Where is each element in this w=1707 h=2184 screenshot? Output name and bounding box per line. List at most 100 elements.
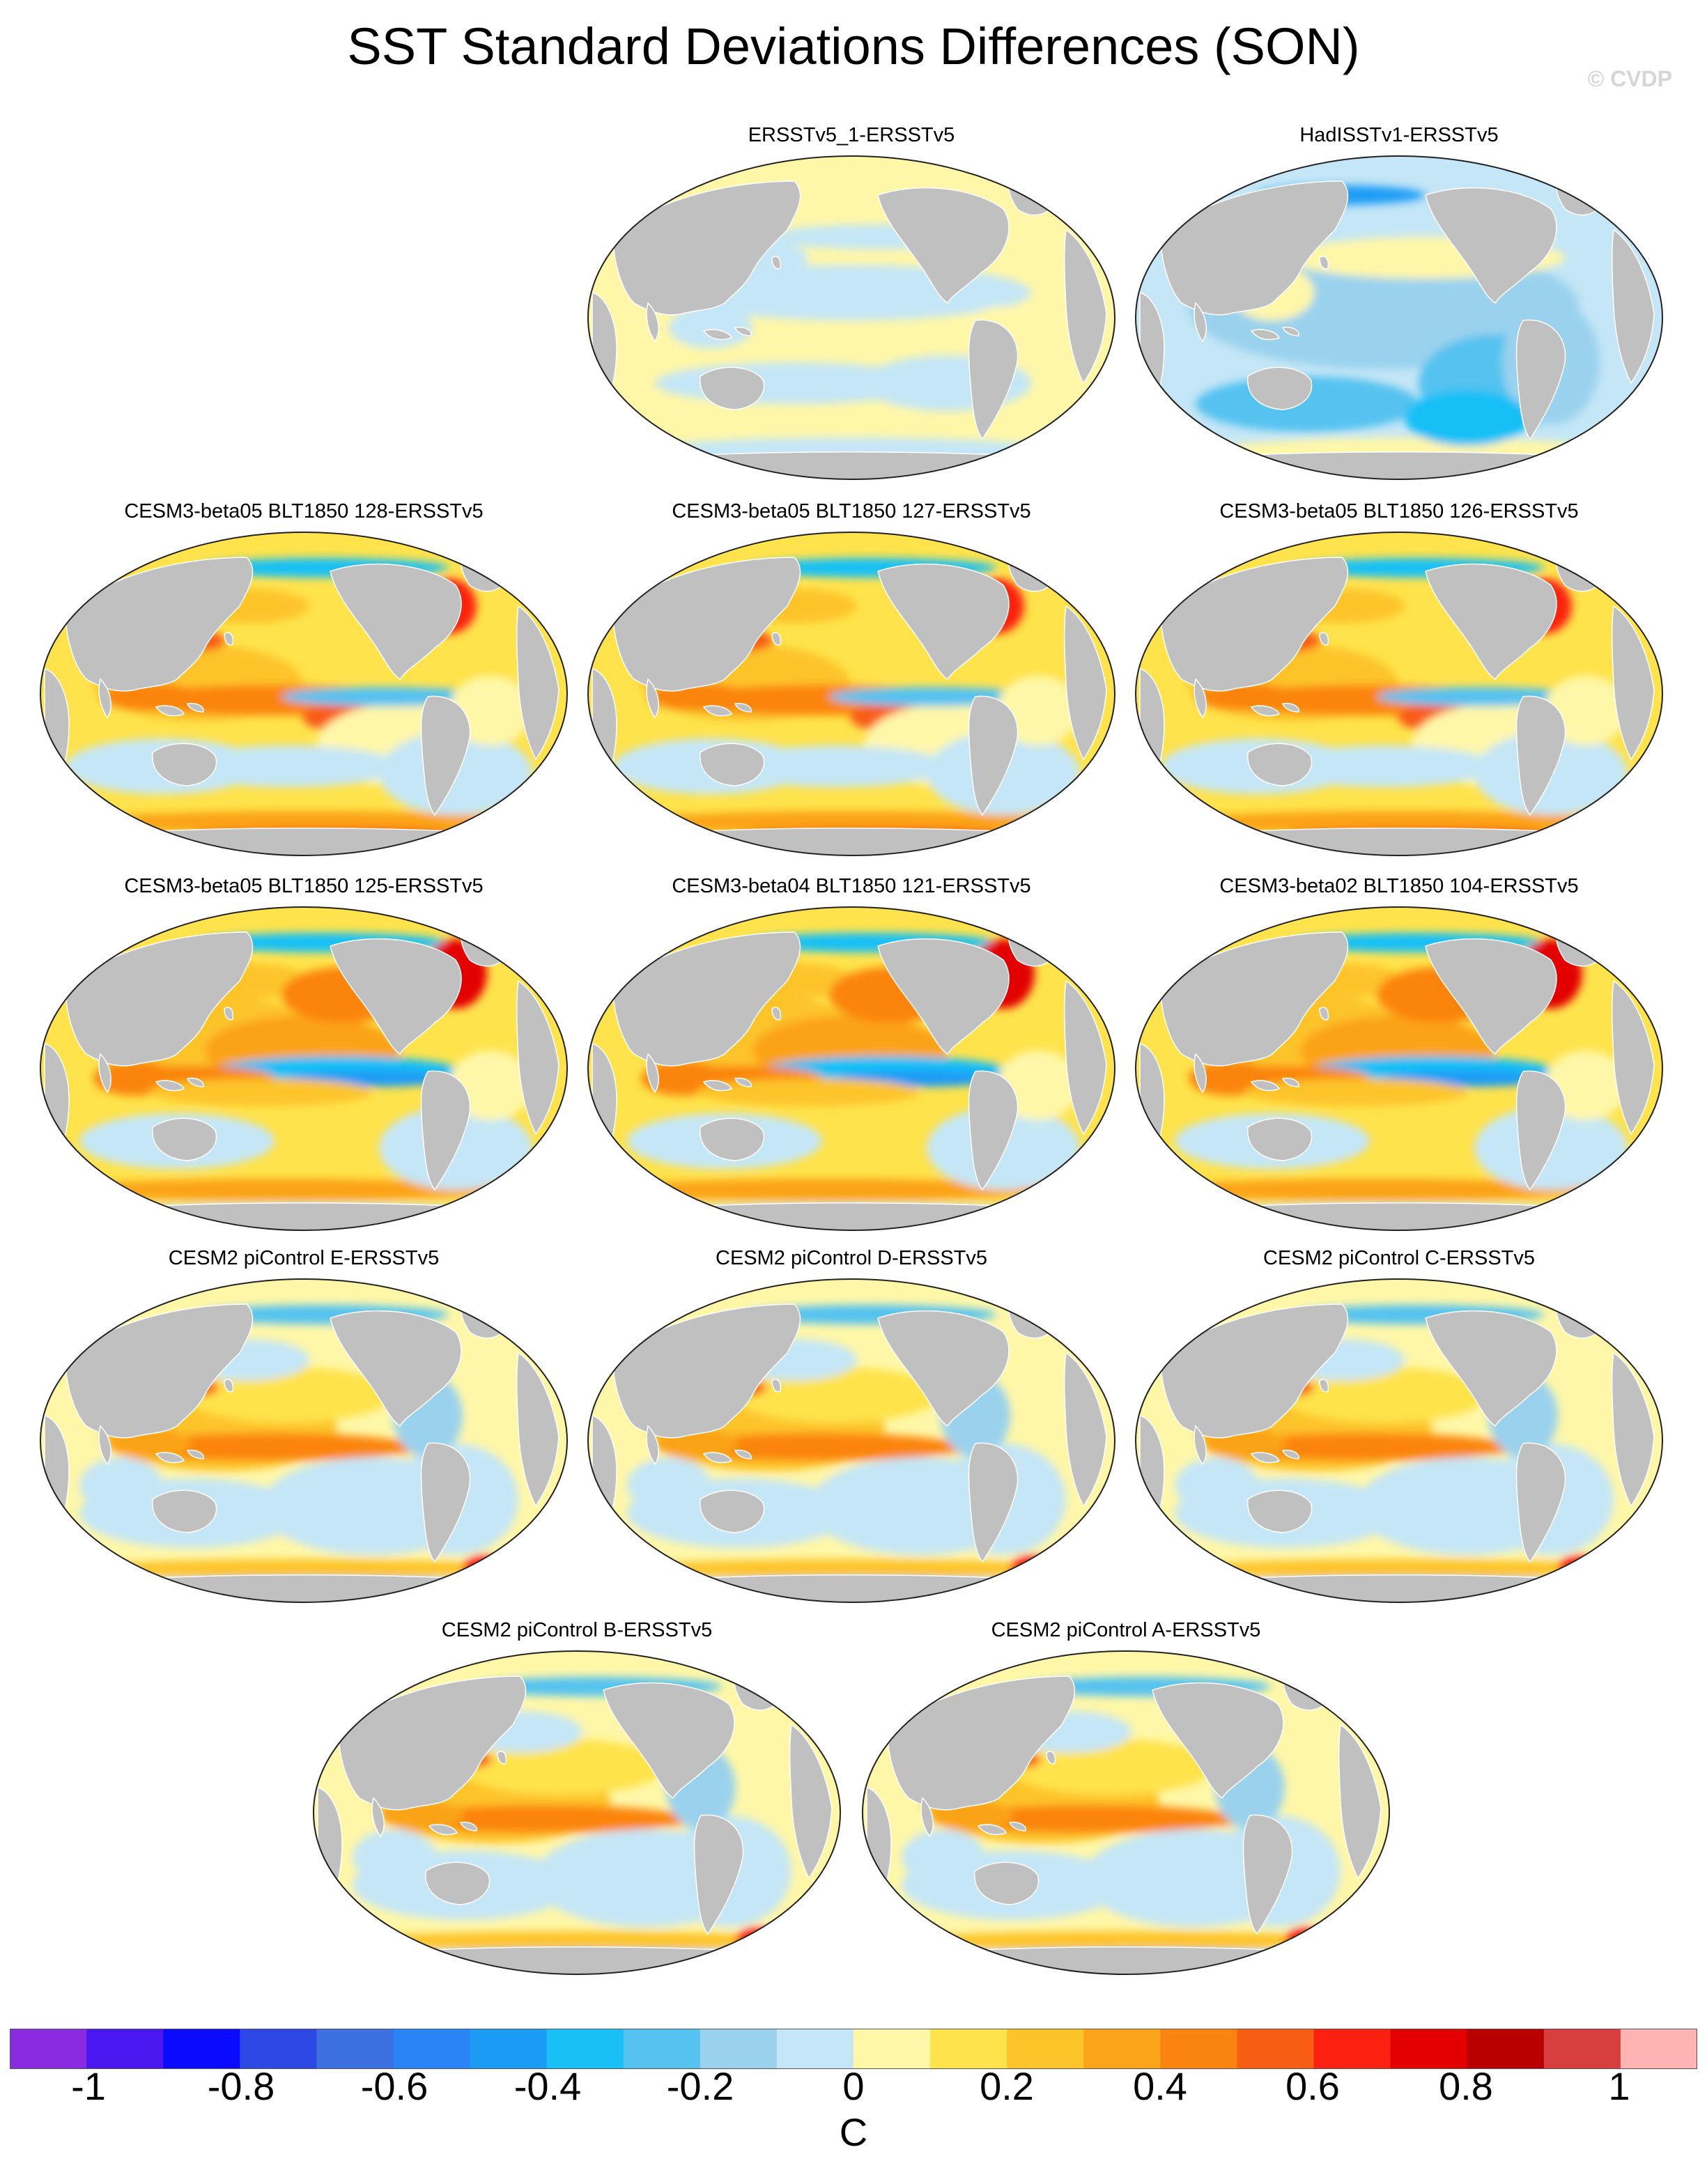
colorbar-box bbox=[1467, 2029, 1545, 2069]
colorbar-box bbox=[1007, 2029, 1084, 2069]
map-panel-cesm2-c: CESM2 piControl C-ERSSTv5 bbox=[1127, 1246, 1671, 1608]
colorbar-box bbox=[1620, 2029, 1697, 2069]
land-mass bbox=[338, 1675, 527, 1811]
colorbar-tick-label: -0.2 bbox=[666, 2064, 734, 2108]
land-mass bbox=[224, 632, 234, 646]
land-mass bbox=[977, 1824, 1007, 1836]
land-mass bbox=[968, 1442, 1019, 1563]
colorbar-tick-label: 0.8 bbox=[1439, 2064, 1493, 2108]
land-mass bbox=[65, 931, 254, 1067]
land-mass bbox=[771, 256, 782, 270]
land-mass bbox=[425, 1861, 491, 1905]
land-mass bbox=[1152, 1682, 1284, 1799]
land-mass bbox=[639, 1202, 1067, 1230]
land-mass bbox=[968, 319, 1019, 440]
anomaly-region bbox=[1154, 1179, 1600, 1201]
land-mass bbox=[646, 678, 659, 719]
land-mass bbox=[1425, 187, 1557, 304]
anomaly-region bbox=[1244, 1078, 1467, 1106]
land-mass bbox=[516, 979, 559, 1136]
land-mass bbox=[612, 931, 801, 1067]
panel-title: CESM3-beta05 BLT1850 127-ERSSTv5 bbox=[672, 500, 1031, 522]
anomaly-region bbox=[902, 1829, 985, 1885]
land-mass bbox=[152, 1489, 217, 1533]
anomaly-region bbox=[79, 1457, 163, 1513]
land-mass bbox=[1160, 1303, 1349, 1439]
land-mass bbox=[734, 326, 752, 336]
land-mass bbox=[155, 1080, 185, 1092]
robinson-map bbox=[40, 1278, 568, 1603]
land-mass bbox=[1425, 938, 1557, 1055]
colorbar-box bbox=[1390, 2029, 1468, 2069]
map-body bbox=[1136, 156, 1662, 479]
land-mass bbox=[1250, 1080, 1281, 1092]
anomaly-region bbox=[1405, 390, 1530, 446]
land-mass bbox=[700, 1489, 765, 1533]
robinson-map bbox=[862, 1650, 1390, 1975]
land-mass bbox=[155, 705, 185, 717]
map-boundary bbox=[1135, 906, 1663, 1231]
colorbar-box bbox=[1313, 2029, 1391, 2069]
map-panel-cesm3-121: CESM3-beta04 BLT1850 121-ERSSTv5 bbox=[580, 874, 1123, 1236]
panel-title: CESM3-beta05 BLT1850 126-ERSSTv5 bbox=[1219, 500, 1579, 522]
land-mass bbox=[91, 828, 519, 855]
land-mass bbox=[968, 1070, 1019, 1191]
land-mass bbox=[371, 1797, 385, 1838]
land-mass bbox=[771, 1379, 782, 1393]
land-mass bbox=[155, 1452, 185, 1464]
robinson-map bbox=[313, 1650, 841, 1975]
colorbar-tick-label: -1 bbox=[71, 2064, 106, 2108]
land-mass bbox=[1063, 979, 1107, 1136]
land-mass bbox=[646, 302, 659, 343]
land-mass bbox=[1187, 828, 1614, 855]
colorbar-box bbox=[1543, 2029, 1621, 2069]
land-mass bbox=[1247, 743, 1313, 787]
land-mass bbox=[603, 1682, 735, 1799]
land-mass bbox=[612, 180, 801, 316]
land-mass bbox=[974, 1861, 1040, 1905]
land-mass bbox=[330, 563, 462, 681]
land-mass bbox=[693, 1814, 744, 1935]
land-mass bbox=[968, 695, 1019, 816]
panel-title: ERSSTv5_1-ERSSTv5 bbox=[748, 124, 955, 146]
land-mass bbox=[516, 605, 559, 761]
land-masses bbox=[1139, 556, 1655, 855]
land-mass bbox=[516, 1352, 559, 1508]
anomaly-region bbox=[725, 745, 948, 787]
land-mass bbox=[1319, 1007, 1329, 1021]
panel-title: CESM3-beta05 BLT1850 128-ERSSTv5 bbox=[124, 500, 484, 522]
land-mass bbox=[1194, 302, 1207, 343]
anomaly-region bbox=[1175, 811, 1621, 833]
land-mass bbox=[428, 1824, 458, 1836]
land-mass bbox=[771, 632, 782, 646]
anomaly-region bbox=[1279, 1367, 1488, 1423]
anomaly-region bbox=[627, 1457, 711, 1513]
map-boundary bbox=[1135, 532, 1663, 856]
anomaly-region bbox=[627, 811, 1073, 833]
anomaly-region bbox=[902, 1931, 1347, 1951]
map-body bbox=[588, 1279, 1115, 1602]
colorbar-box bbox=[316, 2029, 394, 2069]
land-mass bbox=[1425, 1310, 1557, 1427]
cvdp-watermark: © CVDP bbox=[1587, 66, 1672, 91]
land-mass bbox=[734, 1077, 752, 1087]
anomaly-region bbox=[1189, 1061, 1272, 1096]
land-mass bbox=[700, 366, 765, 410]
land-mass bbox=[330, 938, 462, 1055]
land-mass bbox=[1338, 1724, 1382, 1880]
land-masses bbox=[592, 931, 1107, 1230]
panel-title: HadISSTv1-ERSSTv5 bbox=[1299, 124, 1499, 146]
land-masses bbox=[592, 556, 1107, 855]
map-body bbox=[1136, 907, 1662, 1230]
colorbar-box bbox=[700, 2029, 778, 2069]
land-mass bbox=[771, 1007, 782, 1021]
anomaly-region bbox=[59, 1179, 504, 1201]
map-body bbox=[314, 1651, 840, 1974]
land-mass bbox=[1247, 366, 1313, 410]
land-mass bbox=[152, 1117, 217, 1161]
map-body bbox=[588, 907, 1115, 1230]
land-mass bbox=[1515, 1070, 1566, 1191]
land-mass bbox=[877, 563, 1010, 681]
anomaly-region bbox=[627, 1559, 1073, 1579]
robinson-map bbox=[587, 532, 1115, 856]
